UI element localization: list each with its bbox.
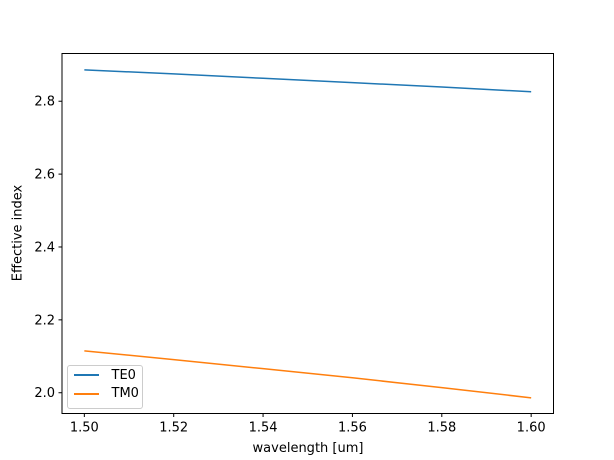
series-line-te0 bbox=[84, 69, 532, 93]
x-axis-label: wavelength [um] bbox=[252, 441, 364, 456]
legend-line-swatch bbox=[73, 392, 99, 395]
x-tick-label: 1.54 bbox=[249, 421, 278, 436]
legend-label: TE0 bbox=[111, 367, 136, 383]
legend-line-swatch bbox=[73, 374, 99, 377]
series-line-tm0 bbox=[84, 350, 532, 399]
legend: TE0 TM0 bbox=[66, 365, 143, 409]
y-tick-label: 2.6 bbox=[34, 168, 55, 183]
x-tick-label: 1.50 bbox=[70, 421, 99, 436]
y-axis-label: Effective index bbox=[10, 184, 26, 282]
x-tick-label: 1.56 bbox=[338, 421, 367, 436]
y-tick-label: 2.0 bbox=[34, 386, 55, 401]
x-tick-label: 1.58 bbox=[427, 421, 456, 436]
x-tick-label: 1.52 bbox=[159, 421, 188, 436]
legend-label: TM0 bbox=[111, 386, 139, 402]
axes-spines bbox=[61, 53, 554, 414]
y-tick-label: 2.2 bbox=[34, 313, 55, 328]
legend-entry-tm0: TM0 bbox=[68, 385, 142, 404]
legend-entry-te0: TE0 bbox=[68, 366, 142, 385]
x-tick-label: 1.60 bbox=[517, 421, 546, 436]
y-tick-label: 2.4 bbox=[34, 240, 55, 255]
y-tick-label: 2.8 bbox=[34, 95, 55, 110]
